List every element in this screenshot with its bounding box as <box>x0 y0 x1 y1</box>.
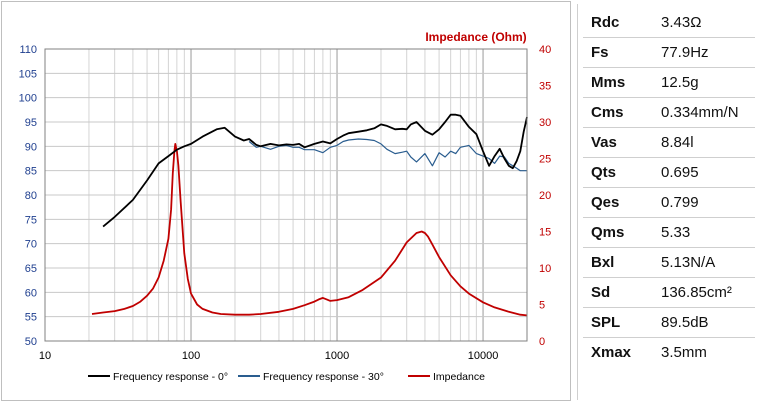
x-tick-label: 100 <box>182 350 200 362</box>
spec-row: Cms 0.334mm/N <box>583 97 755 128</box>
spec-key: Sd <box>583 277 653 308</box>
left-tick-label: 85 <box>25 166 37 178</box>
legend-label: Frequency response - 0° <box>113 371 228 383</box>
x-tick-label: 1000 <box>325 350 349 362</box>
spec-key: Fs <box>583 37 653 68</box>
spec-value: 77.9Hz <box>653 37 755 68</box>
spec-row: Bxl 5.13N/A <box>583 247 755 278</box>
x-tick-label: 10000 <box>468 350 499 362</box>
spec-row: Rdc 3.43Ω <box>583 8 755 38</box>
spec-row: Qes 0.799 <box>583 187 755 218</box>
right-tick-label: 5 <box>539 300 545 312</box>
right-tick-label: 20 <box>539 190 551 202</box>
spec-row: Sd 136.85cm² <box>583 277 755 308</box>
left-tick-label: 95 <box>25 117 37 129</box>
left-tick-label: 60 <box>25 287 37 299</box>
right-tick-label: 30 <box>539 117 551 129</box>
spec-value: 3.5mm <box>661 344 707 361</box>
spec-key: SPL <box>583 307 653 338</box>
right-tick-label: 35 <box>539 81 551 93</box>
spec-table: Rdc 3.43Ω Fs 77.9Hz Mms 12.5g Cms 0.334mm/N Vas 8… <box>583 8 755 367</box>
series-line-frequency-response-30 <box>248 138 527 172</box>
spec-row: Vas 8.84l <box>583 127 755 158</box>
spec-value: 5.13N/A <box>653 247 755 278</box>
left-tick-label: 50 <box>25 336 37 348</box>
left-tick-label: 80 <box>25 190 37 202</box>
legend-label: Frequency response - 30° <box>263 371 384 383</box>
left-tick-label: 65 <box>25 263 37 275</box>
x-tick-label: 10 <box>39 350 51 362</box>
spec-key: Rdc <box>583 8 653 38</box>
spec-row: SPL 89.5dB <box>583 307 755 338</box>
chart-frame <box>1 1 571 401</box>
spec-value: 3.43Ω <box>653 8 755 38</box>
spec-value: 89.5dB <box>653 307 755 338</box>
spec-value: 136.85cm² <box>653 277 755 308</box>
legend: Frequency response - 0° Frequency respons… <box>88 371 485 383</box>
spec-value: 8.84l <box>653 127 755 158</box>
left-tick-label: 70 <box>25 239 37 251</box>
right-tick-label: 40 <box>539 44 551 56</box>
spec-key: Mms <box>583 67 653 98</box>
frequency-impedance-chart: 50 55 60 65 70 75 80 85 90 95 100 105 110 0 5 10 15 20 25 3… <box>1 1 571 401</box>
plot-area-border <box>44 48 528 342</box>
chart-svg: 50 55 60 65 70 75 80 85 90 95 100 105 110 0 5 10 15 20 25 3… <box>1 1 571 401</box>
right-tick-label: 15 <box>539 227 551 239</box>
spec-value: 5.33 <box>653 217 755 248</box>
right-tick-label: 0 <box>539 336 545 348</box>
left-tick-label: 105 <box>19 68 37 80</box>
spec-key: Bxl <box>583 247 653 278</box>
tick-labels: 50 55 60 65 70 75 80 85 90 95 100 105 110 0 5 10 15 20 25 3… <box>19 44 552 362</box>
divider <box>577 4 578 400</box>
spec-value: 0.334mm/N <box>653 97 755 128</box>
series-layer <box>91 113 528 317</box>
spec-row: Mms 12.5g <box>583 67 755 98</box>
right-tick-label: 25 <box>539 154 551 166</box>
series-line-impedance <box>91 142 528 317</box>
spec-value: 12.5g <box>653 67 755 98</box>
right-axis-title: Impedance (Ohm) <box>425 30 526 44</box>
spec-value: 0.799 <box>653 187 755 218</box>
legend-label: Impedance <box>433 371 485 383</box>
spec-row: Qts 0.695 <box>583 157 755 188</box>
left-tick-label: 100 <box>19 93 37 105</box>
left-tick-label: 90 <box>25 141 37 153</box>
series-line-frequency-response-0 <box>102 113 528 228</box>
left-tick-label: 75 <box>25 214 37 226</box>
spec-key: Vas <box>583 127 653 158</box>
right-tick-label: 10 <box>539 263 551 275</box>
spec-row: Qms 5.33 <box>583 217 755 248</box>
spec-row: Fs 77.9Hz <box>583 37 755 68</box>
left-tick-label: 110 <box>19 44 37 56</box>
spec-key: Cms <box>583 97 653 128</box>
left-tick-label: 55 <box>25 312 37 324</box>
spec-row: Xmax 3.5mm <box>583 338 755 368</box>
spec-key: Qts <box>583 157 653 188</box>
spec-key: Qes <box>583 187 653 218</box>
spec-value: 0.695 <box>653 157 755 188</box>
spec-key: Qms <box>583 217 653 248</box>
spec-key: Xmax <box>591 344 632 361</box>
